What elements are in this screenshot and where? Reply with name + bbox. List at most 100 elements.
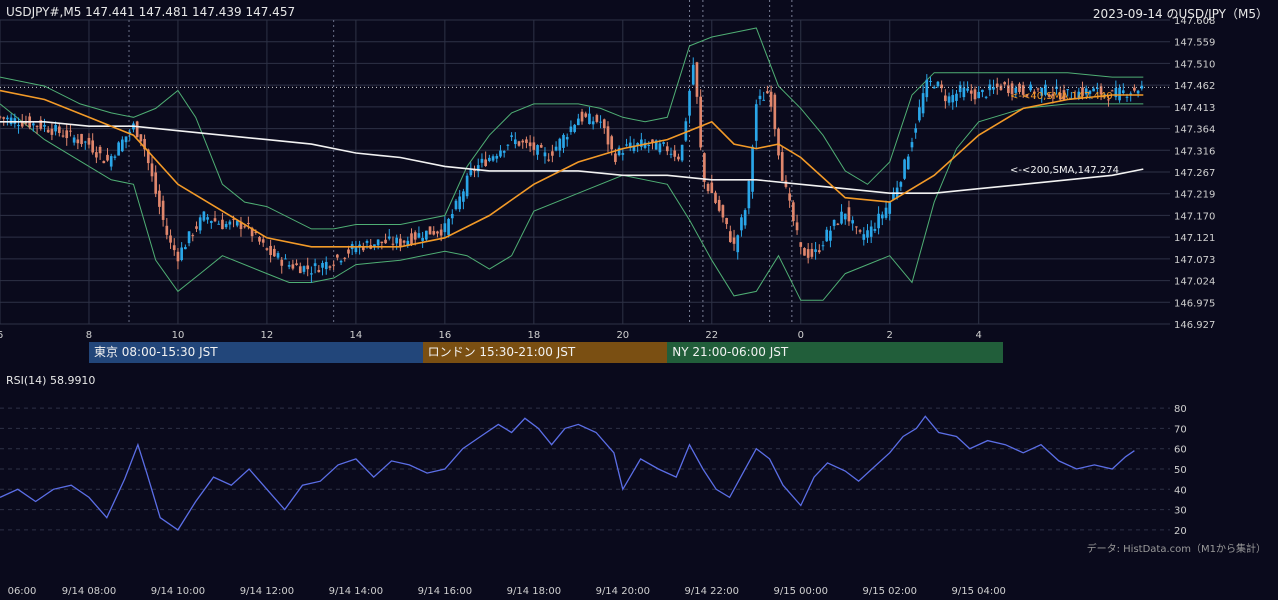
candle-body bbox=[80, 133, 83, 145]
candle-body bbox=[65, 130, 69, 139]
candle-body bbox=[476, 165, 480, 172]
rsi-time-tick-label: 9/15 02:00 bbox=[863, 586, 917, 597]
candle-body bbox=[347, 249, 350, 254]
candle-body bbox=[276, 253, 280, 258]
price-axis: 147.608 147.559 147.510 147.462 147.413 147.3… bbox=[1174, 16, 1215, 331]
candle-body bbox=[832, 219, 836, 226]
candle-body bbox=[751, 146, 754, 192]
candle-body bbox=[328, 266, 332, 268]
candle-body bbox=[743, 210, 747, 226]
candle-body bbox=[273, 248, 276, 257]
candle-body bbox=[250, 227, 254, 237]
candle-body bbox=[699, 96, 702, 148]
candle-body bbox=[506, 144, 510, 146]
candle-body bbox=[940, 84, 943, 89]
candle-body bbox=[384, 239, 387, 244]
rsi-tick-label: 30 bbox=[1174, 506, 1187, 517]
candle-body bbox=[436, 231, 439, 234]
candle-body bbox=[402, 240, 406, 243]
candle-body bbox=[573, 124, 576, 132]
candle-body bbox=[258, 237, 261, 242]
candle-body bbox=[973, 89, 977, 100]
price-tick-label: 147.608 bbox=[1174, 16, 1215, 27]
candle-body bbox=[825, 229, 829, 242]
candle-body bbox=[873, 229, 877, 231]
candle-body bbox=[1125, 96, 1129, 98]
candle-body bbox=[195, 226, 198, 229]
candle-body bbox=[332, 264, 335, 266]
candle-body bbox=[855, 226, 858, 228]
candle-body bbox=[109, 156, 113, 167]
candle-body bbox=[473, 170, 476, 172]
bollinger-upper-line bbox=[0, 27, 1144, 230]
price-tick-label: 147.073 bbox=[1174, 255, 1215, 266]
candle-body bbox=[888, 202, 892, 214]
candle-body bbox=[254, 232, 258, 234]
sma40-line bbox=[0, 89, 1144, 248]
candle-body bbox=[46, 129, 50, 133]
candle-body bbox=[784, 180, 788, 187]
candle-body bbox=[981, 89, 984, 93]
candle-body bbox=[918, 107, 921, 121]
time-tick-label: 2 bbox=[887, 330, 893, 341]
candle-body bbox=[83, 141, 87, 143]
candle-body bbox=[947, 96, 951, 103]
candle-body bbox=[488, 157, 491, 162]
candle-body bbox=[265, 248, 269, 250]
time-tick-label: 10 bbox=[172, 330, 185, 341]
candle-body bbox=[1140, 85, 1144, 89]
candle-body bbox=[324, 261, 328, 270]
time-tick-label: 18 bbox=[527, 330, 540, 341]
candle-body bbox=[525, 139, 528, 143]
candle-body bbox=[1040, 87, 1044, 96]
candle-body bbox=[417, 233, 421, 238]
candle-body bbox=[113, 156, 117, 158]
candle-body bbox=[176, 251, 180, 262]
candle-body bbox=[61, 135, 65, 137]
candle-body bbox=[513, 139, 517, 145]
candle-body bbox=[747, 181, 751, 209]
candle-body bbox=[758, 95, 762, 100]
candle-body bbox=[302, 266, 306, 272]
candle-body bbox=[462, 191, 465, 202]
rsi-title: RSI(14) 58.9910 bbox=[6, 374, 96, 387]
candle-body bbox=[1029, 84, 1032, 91]
candle-body bbox=[936, 81, 940, 87]
candle-body bbox=[1032, 91, 1036, 94]
candle-body bbox=[206, 217, 209, 220]
candle-body bbox=[32, 123, 35, 126]
candle-body bbox=[977, 91, 981, 99]
candle-body bbox=[810, 248, 814, 257]
candle-body bbox=[1121, 90, 1125, 94]
candle-body bbox=[310, 273, 313, 275]
candle-body bbox=[380, 241, 384, 244]
candle-body bbox=[202, 211, 206, 221]
candle-body bbox=[780, 152, 784, 181]
candle-body bbox=[569, 126, 573, 133]
candle-body bbox=[291, 264, 295, 269]
candle-body bbox=[532, 142, 536, 150]
candle-body bbox=[50, 128, 54, 135]
rsi-series-line bbox=[0, 415, 1135, 531]
candle-body bbox=[962, 87, 966, 98]
candle-body bbox=[843, 213, 847, 220]
candle-body bbox=[688, 90, 691, 116]
candle-body bbox=[413, 232, 417, 240]
rsi-time-tick-label: 9/14 22:00 bbox=[685, 586, 739, 597]
candle-body bbox=[728, 231, 732, 243]
candle-body bbox=[198, 217, 202, 231]
candles bbox=[0, 57, 1144, 283]
candle-body bbox=[665, 146, 669, 152]
candle-body bbox=[969, 90, 973, 94]
candle-body bbox=[929, 80, 932, 83]
candle-body bbox=[599, 121, 602, 123]
candle-body bbox=[903, 159, 906, 179]
candle-body bbox=[621, 153, 625, 155]
rsi-axis: 20 30 40 50 60 70 80 bbox=[1174, 404, 1187, 537]
candle-body bbox=[232, 218, 235, 220]
candle-body bbox=[636, 143, 639, 146]
rsi-time-tick-label: 9/15 04:00 bbox=[951, 586, 1005, 597]
time-axis-upper: 6 8 10 12 14 16 18 20 22 0 2 4 bbox=[0, 330, 982, 341]
rsi-time-tick-label: 9/14 16:00 bbox=[418, 586, 472, 597]
